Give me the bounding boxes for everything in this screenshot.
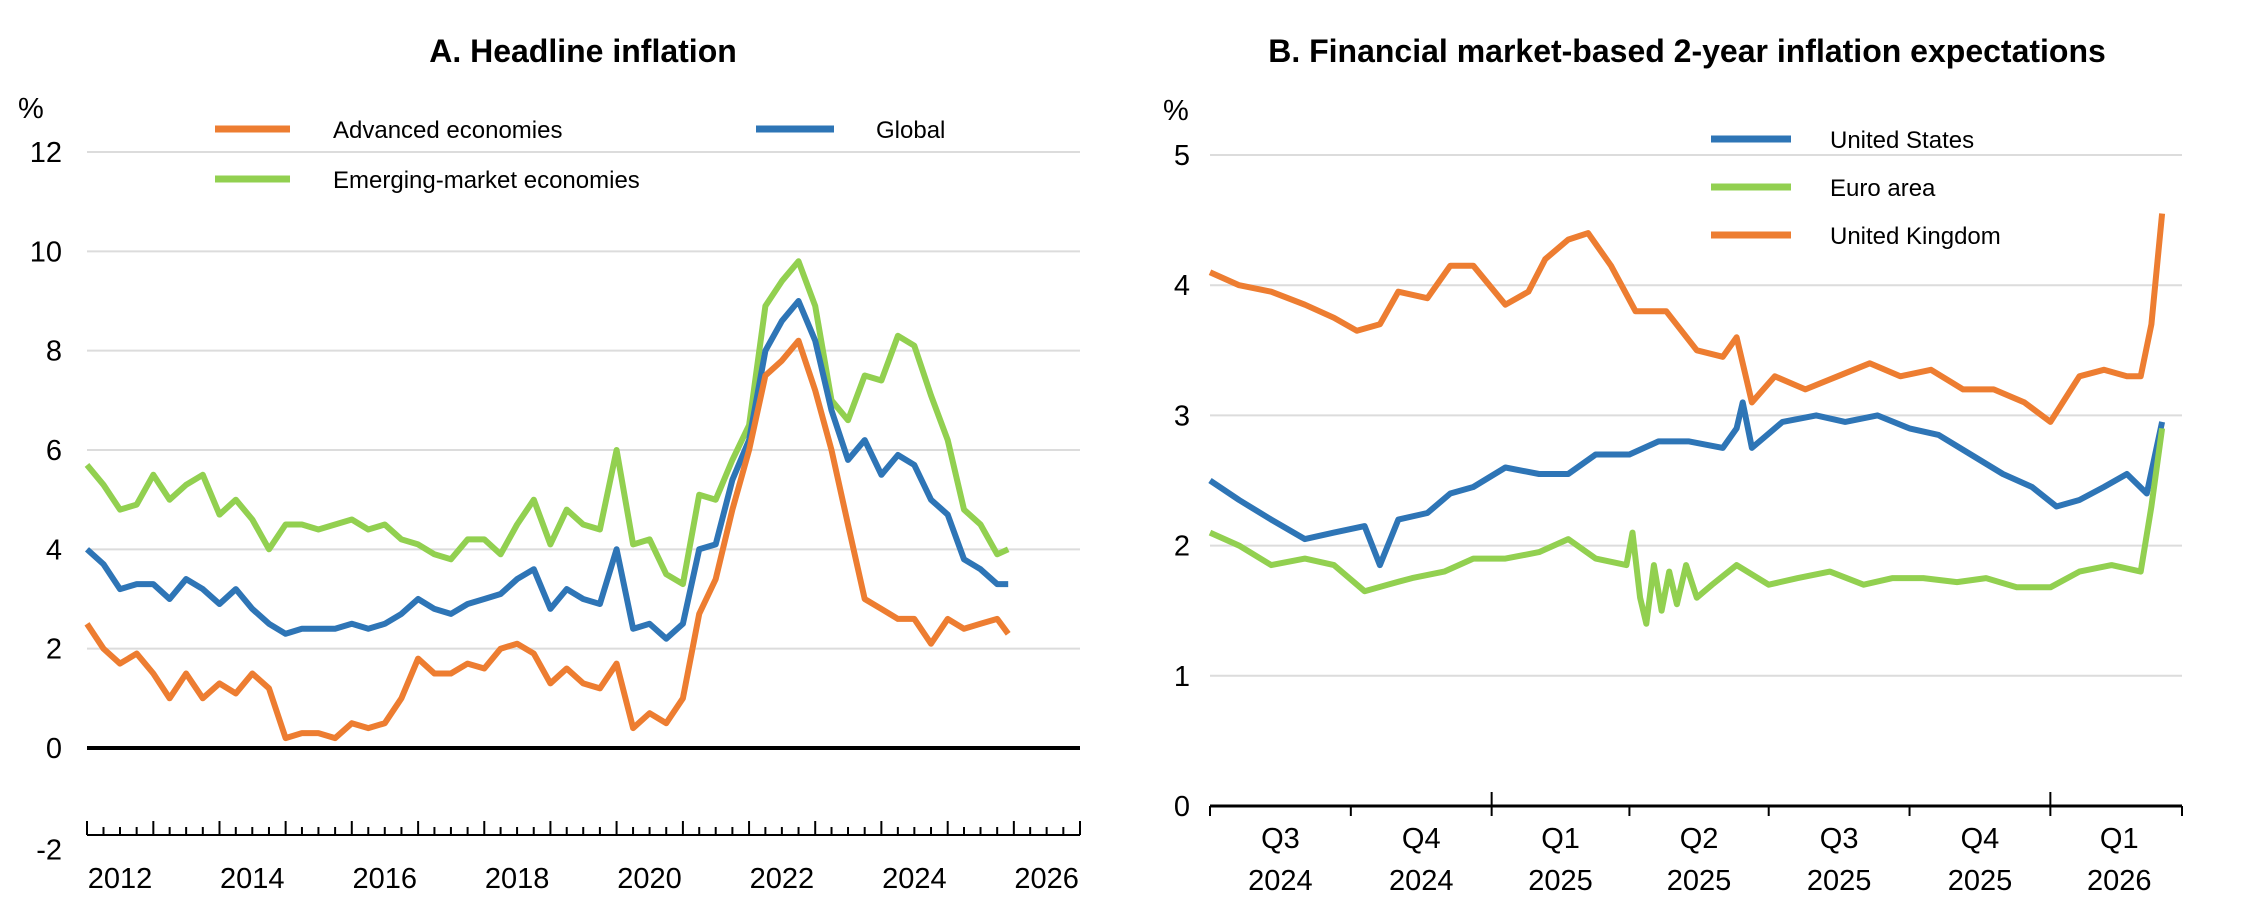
x-tick-label: 2020 xyxy=(617,863,682,895)
panel-a-y-unit: % xyxy=(18,93,44,125)
series-line-united-states xyxy=(1208,399,2166,569)
legend-item-emerging: Emerging-market economies xyxy=(215,167,640,194)
y-tick-label: 4 xyxy=(46,534,62,566)
x-tick-label-quarter: Q2 xyxy=(1680,823,1719,855)
x-tick-label-year: 2025 xyxy=(1948,865,2013,897)
y-tick-label: 8 xyxy=(46,336,62,368)
panel-b-x-axis: Q3 2024 Q4 2024 Q1 2025 Q2 2025 Q3 2025 Q4 2025 Q1 20… xyxy=(1209,792,2183,897)
x-tick-label: 2024 xyxy=(882,863,947,895)
y-tick-label: 3 xyxy=(1174,400,1190,432)
panel-b-y-tick-labels: 0 1 2 3 4 5 xyxy=(1174,140,1190,823)
legend-item-us: United States xyxy=(1711,127,1974,154)
y-tick-label: 12 xyxy=(30,137,62,169)
y-tick-label: 10 xyxy=(30,236,62,268)
y-tick-label: 0 xyxy=(46,733,62,765)
x-tick-label: 2016 xyxy=(353,863,418,895)
panel-a-headline-inflation: A. Headline inflation % -2 0 2 4 6 8 10 12 2012… xyxy=(18,33,1081,895)
x-tick-label-quarter: Q3 xyxy=(1261,823,1300,855)
legend-item-euro: Euro area xyxy=(1711,175,1936,202)
x-tick-label-year: 2026 xyxy=(2087,865,2152,897)
legend-label-us: United States xyxy=(1830,127,1974,154)
series-line-emerging-market-economies xyxy=(84,258,1010,588)
x-tick-label-year: 2025 xyxy=(1667,865,1732,897)
x-tick-label: 2026 xyxy=(1014,863,1079,895)
x-tick-label-quarter: Q4 xyxy=(1402,823,1441,855)
panel-a-gridlines xyxy=(87,151,1080,750)
x-tick-label: 2018 xyxy=(485,863,550,895)
series-line-global xyxy=(84,298,1009,642)
y-tick-label: 4 xyxy=(1174,270,1190,302)
x-tick-label: 2022 xyxy=(750,863,815,895)
legend-label-global: Global xyxy=(876,117,945,144)
series-line-advanced-economies xyxy=(84,337,1011,742)
legend-item-uk: United Kingdom xyxy=(1711,223,2001,250)
legend-item-global: Global xyxy=(756,117,945,144)
y-tick-label: 0 xyxy=(1174,791,1190,823)
panel-b-legend: United States Euro area United Kingdom xyxy=(1711,127,2001,250)
x-tick-label-year: 2024 xyxy=(1389,865,1454,897)
panel-a-x-axis: 2012 2014 2016 2018 2020 2022 2024 2026 xyxy=(86,821,1081,895)
series-line-united-kingdom xyxy=(1208,213,2166,425)
series-line-euro-area xyxy=(1208,427,2166,627)
x-tick-label: 2012 xyxy=(88,863,153,895)
y-tick-label: 2 xyxy=(1174,531,1190,563)
legend-label-advanced: Advanced economies xyxy=(333,117,562,144)
x-tick-label-year: 2025 xyxy=(1807,865,1872,897)
legend-label-euro: Euro area xyxy=(1830,175,1936,202)
y-tick-label: 5 xyxy=(1174,140,1190,172)
x-tick-label: 2014 xyxy=(220,863,285,895)
x-tick-label-quarter: Q1 xyxy=(1541,823,1580,855)
y-tick-label: 2 xyxy=(46,634,62,666)
legend-label-uk: United Kingdom xyxy=(1830,223,2001,250)
panel-b-title: B. Financial market-based 2-year inflati… xyxy=(1268,33,2106,69)
panel-b-gridlines xyxy=(1210,154,2182,677)
legend-item-advanced: Advanced economies xyxy=(215,117,562,144)
y-tick-label: -2 xyxy=(36,834,62,866)
x-tick-label-quarter: Q1 xyxy=(2100,823,2139,855)
panel-a-series xyxy=(84,258,1011,742)
panel-b-series xyxy=(1208,213,2166,627)
x-tick-label-year: 2025 xyxy=(1528,865,1593,897)
y-tick-label: 6 xyxy=(46,435,62,467)
panel-a-y-tick-labels: -2 0 2 4 6 8 10 12 xyxy=(30,137,62,866)
y-tick-label: 1 xyxy=(1174,661,1190,693)
x-tick-label-quarter: Q3 xyxy=(1820,823,1859,855)
legend-label-emerging: Emerging-market economies xyxy=(333,167,640,194)
x-tick-label-year: 2024 xyxy=(1248,865,1313,897)
panel-b-inflation-expectations: B. Financial market-based 2-year inflati… xyxy=(1163,33,2183,897)
panel-a-title: A. Headline inflation xyxy=(429,33,737,69)
x-tick-label-quarter: Q4 xyxy=(1961,823,2000,855)
panel-b-y-unit: % xyxy=(1163,95,1189,127)
panel-a-legend: Advanced economies Global Emerging-marke… xyxy=(215,117,945,194)
